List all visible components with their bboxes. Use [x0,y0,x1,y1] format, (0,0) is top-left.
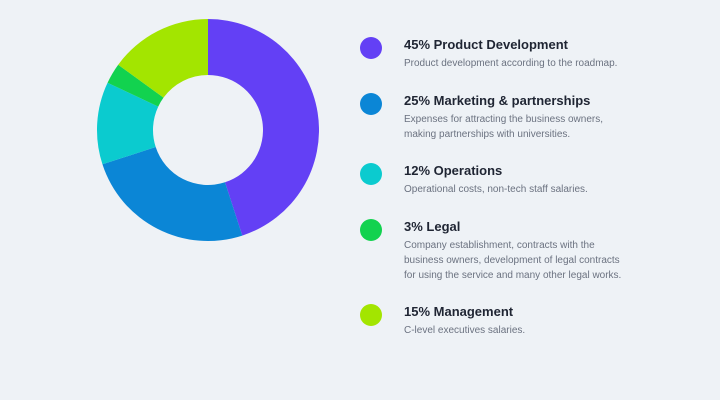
legend-description: Product development according to the roa… [404,58,618,69]
legend-item-product-development: 45% Product Development Product developm… [358,36,698,90]
legend-title: 25% Marketing & partnerships [404,93,591,108]
legend-title: 15% Management [404,304,514,319]
legend-dot [360,304,382,326]
legend-title: 45% Product Development [404,37,568,52]
legend-description: Company establishment, contracts with th… [404,240,622,281]
legend-title: 12% Operations [404,163,503,178]
slice-legal [107,64,164,107]
legend-title: 3% Legal [404,219,461,234]
legend-description: C-level executives salaries. [404,325,526,336]
legend-item-management: 15% Management C-level executives salari… [358,303,698,343]
legend-dot [360,37,382,59]
legend-dot [360,93,382,115]
legend: 45% Product Development Product developm… [358,34,698,343]
legend-item-operations: 12% Operations Operational costs, non-te… [358,162,698,216]
slice-operations [96,82,159,165]
donut-chart [96,19,320,242]
legend-description: Operational costs, non-tech staff salari… [404,184,588,195]
donut-slices [96,19,320,242]
legend-description: Expenses for attracting the business own… [404,114,603,140]
legend-dot [360,163,382,185]
legend-dot [360,219,382,241]
slice-marketing-partnerships [102,146,243,242]
legend-item-marketing: 25% Marketing & partnerships Expenses fo… [358,92,698,160]
legend-item-legal: 3% Legal Company establishment, contract… [358,218,698,301]
slice-product-development [208,19,320,236]
slice-management [118,19,208,98]
